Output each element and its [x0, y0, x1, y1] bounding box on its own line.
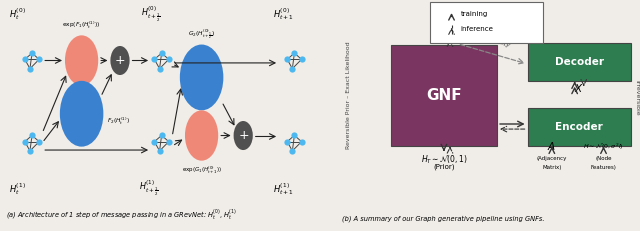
FancyBboxPatch shape: [390, 45, 497, 146]
Text: Features): Features): [591, 165, 616, 170]
Circle shape: [65, 35, 99, 86]
Text: $H_t^{(0)}$: $H_t^{(0)}$: [9, 7, 26, 22]
Text: $G_2(H_{t+\frac{1}{2}}^{(0)})$: $G_2(H_{t+\frac{1}{2}}^{(0)})$: [188, 27, 215, 41]
Text: $A$: $A$: [547, 140, 556, 152]
Text: $H_0$: $H_0$: [437, 25, 451, 39]
Text: inference: inference: [461, 27, 493, 33]
Text: $H \sim \mathcal{N}(0, \sigma^2 I)$: $H \sim \mathcal{N}(0, \sigma^2 I)$: [583, 142, 624, 152]
Text: Irreversible: Irreversible: [634, 80, 639, 116]
FancyBboxPatch shape: [430, 2, 543, 43]
Circle shape: [185, 110, 218, 161]
Text: (Prior): (Prior): [433, 164, 454, 170]
Text: equality: equality: [483, 33, 511, 49]
Text: (Node: (Node: [595, 155, 612, 161]
Text: Reversible Prior – Exact Likelihood: Reversible Prior – Exact Likelihood: [346, 42, 351, 149]
Circle shape: [234, 121, 253, 150]
Text: Decoder: Decoder: [555, 57, 604, 67]
FancyBboxPatch shape: [527, 43, 631, 81]
Text: $H_{t+1}^{(1)}$: $H_{t+1}^{(1)}$: [273, 181, 294, 197]
Text: (Adjacency: (Adjacency: [537, 155, 567, 161]
Text: $H_{t+\frac{1}{2}}^{(1)}$: $H_{t+\frac{1}{2}}^{(1)}$: [139, 179, 159, 198]
Circle shape: [111, 46, 129, 75]
Text: Matrix): Matrix): [542, 165, 561, 170]
Text: $\exp(G_1(H_{t+1}^{(0)}))$: $\exp(G_1(H_{t+1}^{(0)}))$: [182, 164, 221, 176]
FancyBboxPatch shape: [527, 108, 631, 146]
Text: GNF: GNF: [426, 88, 461, 103]
Text: $+$: $+$: [115, 54, 125, 67]
Text: $F_2(H_t^{(1)})$: $F_2(H_t^{(1)})$: [108, 115, 130, 127]
Text: (a) Architecture of 1 step of message passing in a GRevNet: $H_t^{(0)}, H_t^{(1): (a) Architecture of 1 step of message pa…: [6, 207, 237, 222]
Text: $+$: $+$: [237, 129, 249, 142]
Text: $H_{t+1}^{(0)}$: $H_{t+1}^{(0)}$: [273, 7, 294, 22]
Circle shape: [180, 45, 223, 110]
Text: $H_{t+\frac{1}{2}}^{(0)}$: $H_{t+\frac{1}{2}}^{(0)}$: [141, 5, 160, 24]
Circle shape: [60, 81, 104, 147]
Text: training: training: [461, 11, 488, 17]
Text: $H_T \sim \mathcal{N}(0, 1)$: $H_T \sim \mathcal{N}(0, 1)$: [420, 153, 467, 166]
Text: $X$: $X$: [574, 82, 584, 94]
Text: $H_t^{(1)}$: $H_t^{(1)}$: [9, 181, 26, 197]
Text: (b) A summary of our Graph generative pipeline using GNFs.: (b) A summary of our Graph generative pi…: [342, 215, 545, 222]
Text: $\exp(F_1(H_t^{(1)}))$: $\exp(F_1(H_t^{(1)}))$: [62, 20, 101, 31]
Text: Encoder: Encoder: [556, 122, 603, 132]
